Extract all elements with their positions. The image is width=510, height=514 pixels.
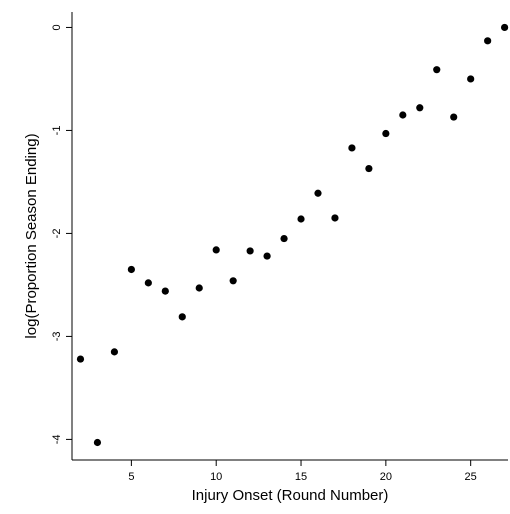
data-point [433, 66, 441, 74]
x-tick-label: 15 [295, 471, 307, 483]
y-tick-label: -2 [51, 229, 63, 239]
data-point [314, 189, 322, 197]
data-point [365, 164, 373, 173]
data-point [348, 144, 356, 152]
data-point [178, 313, 186, 321]
x-tick-label: 5 [128, 471, 134, 483]
x-axis-title: Injury Onset (Round Number) [192, 487, 389, 504]
y-ticks: 0 -1 -2 -3 -4 [51, 24, 72, 444]
data-point [144, 279, 152, 287]
data-points [76, 23, 509, 447]
data-point [161, 287, 169, 295]
data-point [297, 215, 305, 223]
x-tick-label: 10 [210, 471, 222, 483]
data-point [382, 129, 390, 138]
y-axis-title: log(Proportion Season Ending) [23, 133, 40, 338]
data-point [280, 234, 288, 243]
data-point [195, 284, 203, 292]
data-point [110, 348, 119, 356]
data-point [467, 75, 475, 83]
data-point [416, 104, 424, 112]
data-point [127, 265, 135, 274]
data-point [212, 246, 220, 254]
y-tick-label: 0 [51, 24, 63, 30]
x-ticks: 5 10 15 20 25 [128, 460, 477, 483]
y-tick-label: -1 [51, 126, 63, 136]
data-point [501, 23, 509, 32]
data-point [450, 113, 458, 121]
data-point [331, 214, 339, 222]
x-tick-label: 25 [465, 471, 477, 483]
y-tick-label: -4 [51, 435, 63, 445]
data-point [76, 355, 85, 363]
data-point [484, 37, 492, 45]
data-point [246, 247, 254, 255]
data-point [93, 438, 102, 447]
y-tick-label: -3 [51, 332, 63, 342]
data-point [399, 111, 407, 119]
axes: 5 10 15 20 25 0 -1 -2 -3 -4 [51, 12, 508, 483]
data-point [263, 252, 271, 260]
data-point [229, 277, 237, 285]
x-tick-label: 20 [380, 471, 392, 483]
